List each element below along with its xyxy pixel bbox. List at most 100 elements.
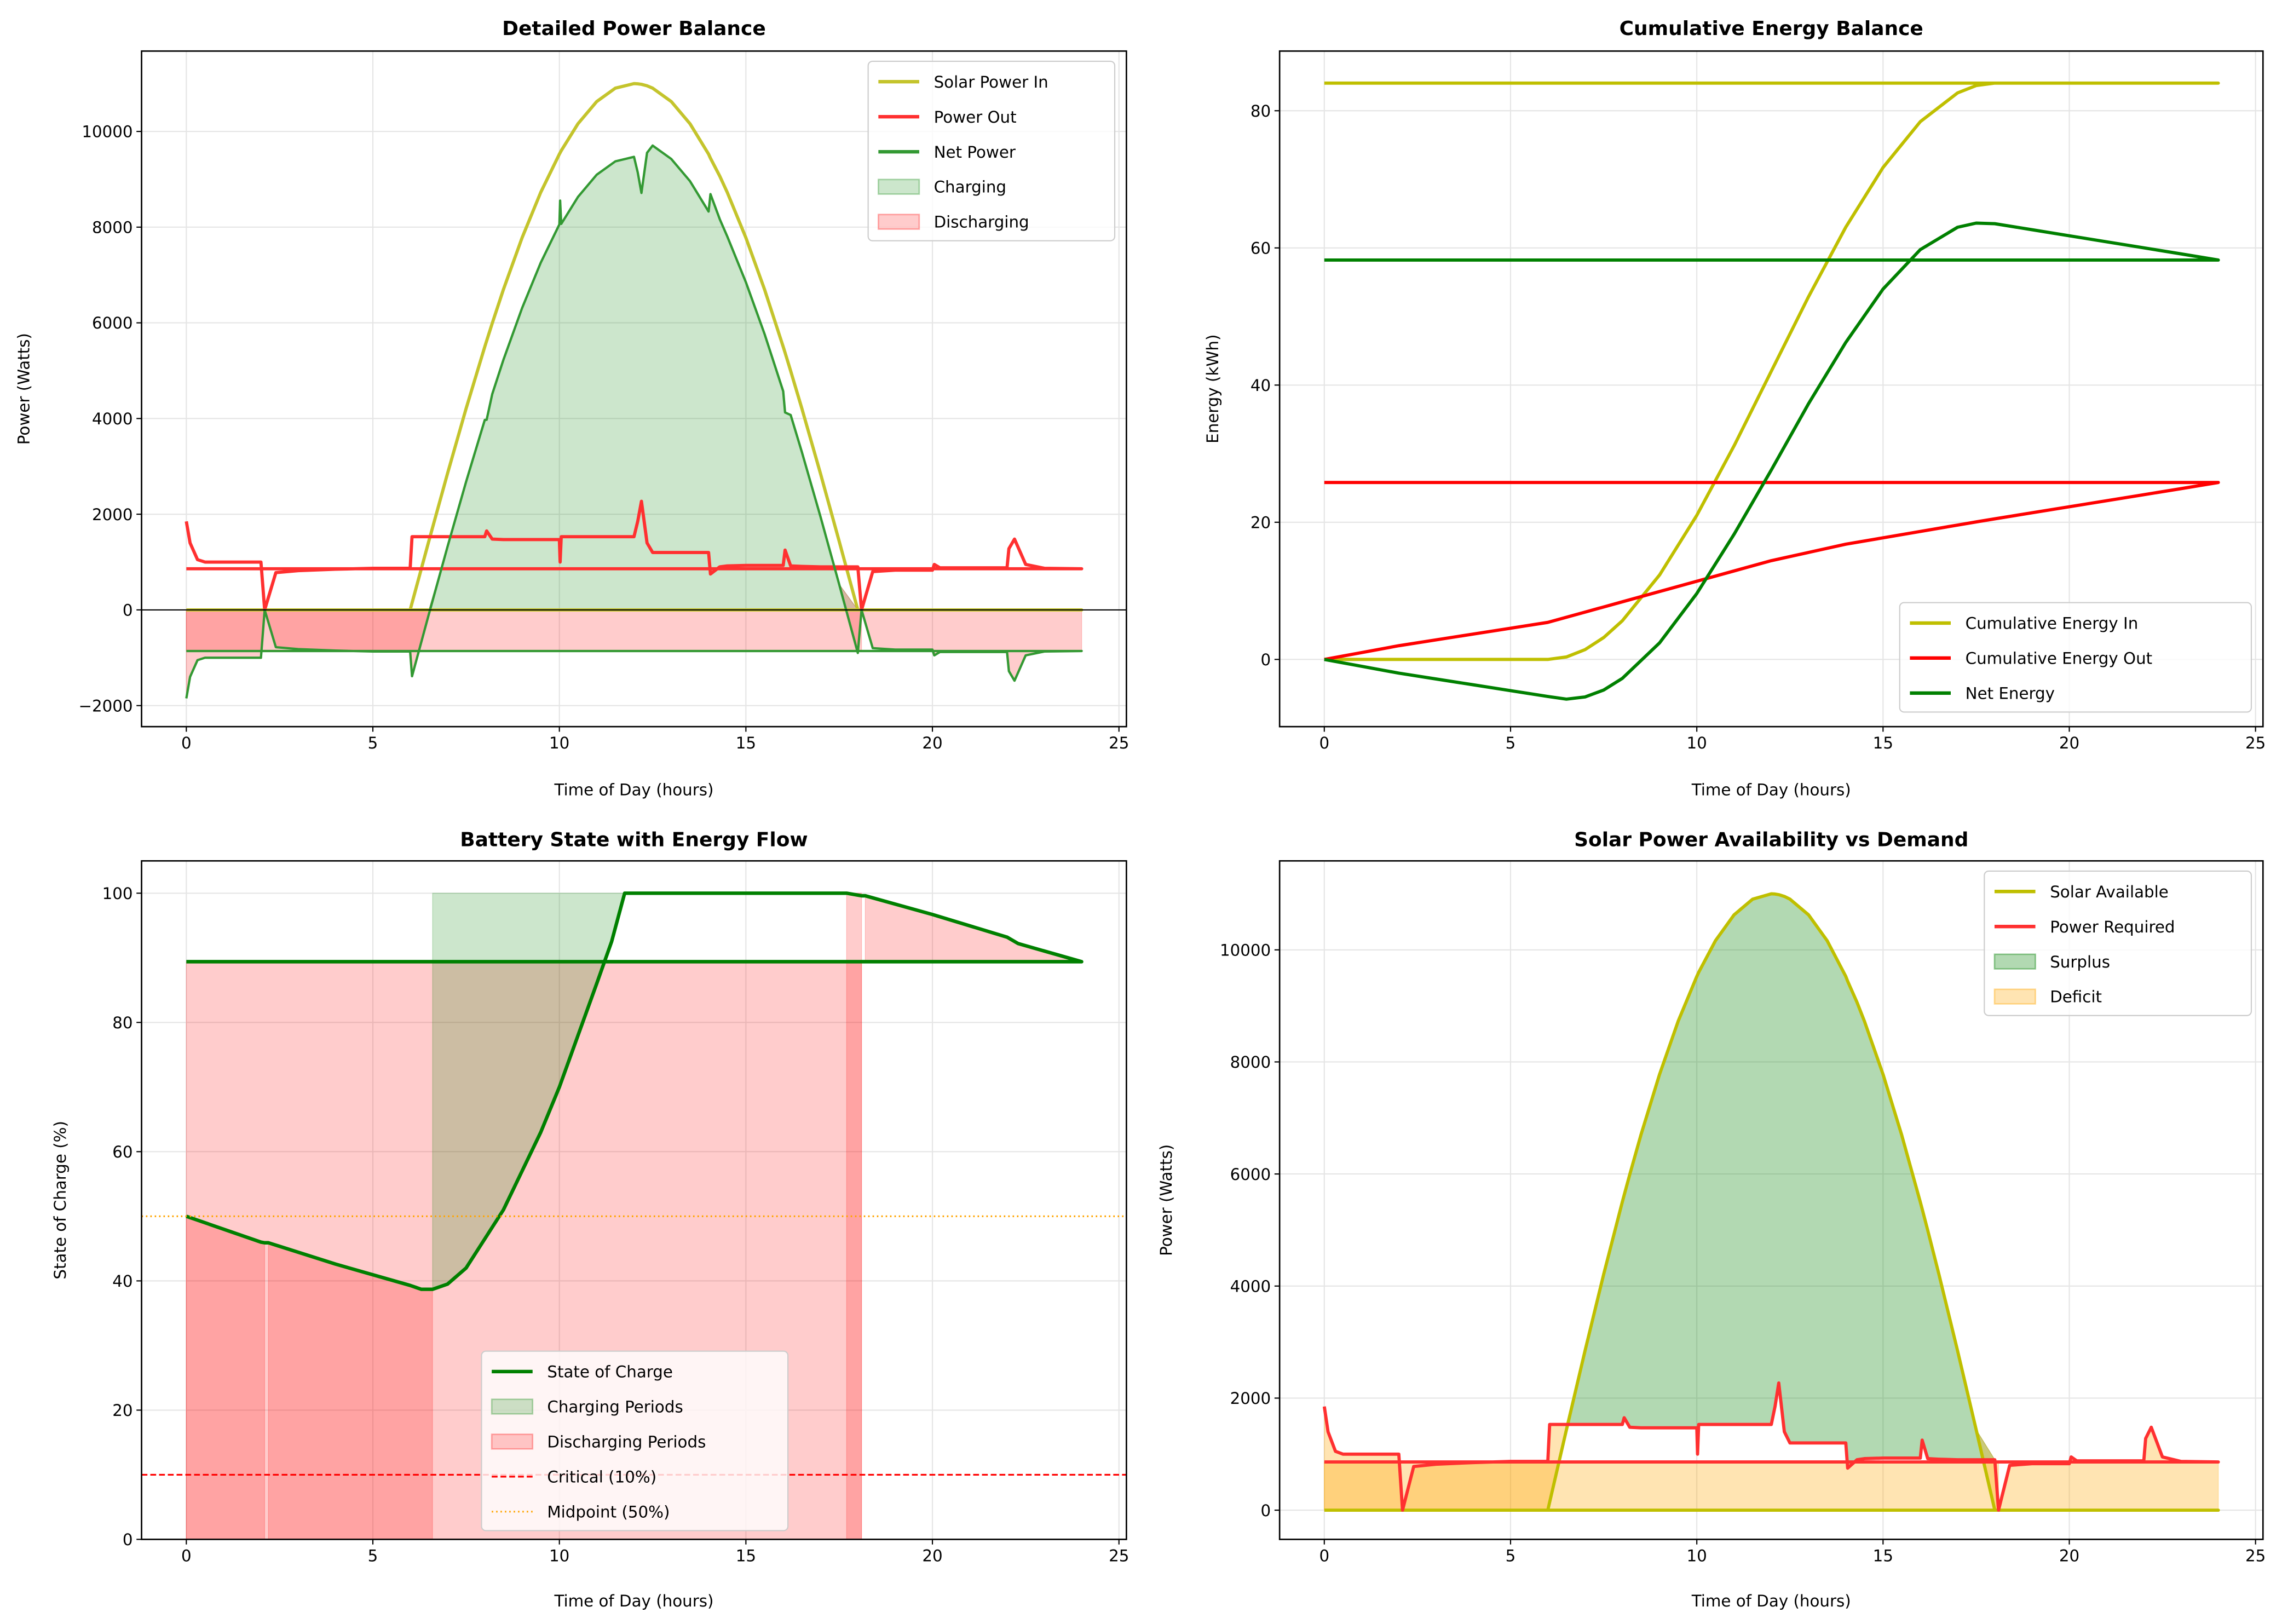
x-tick-label: 25 xyxy=(2245,734,2266,752)
y-tick-label: 2000 xyxy=(92,505,133,524)
legend-item: Net Power xyxy=(878,143,1016,162)
legend-item: Power Required xyxy=(1994,918,2175,936)
fill-discharging-periods xyxy=(186,1216,266,1540)
x-tick-label: 5 xyxy=(1506,734,1516,752)
axes-frame xyxy=(1278,860,2264,1540)
legend-label: Net Energy xyxy=(1966,684,2055,702)
plot-area xyxy=(1322,892,2220,1512)
x-tick-label: 25 xyxy=(2245,1546,2266,1565)
x-tick-label: 15 xyxy=(736,1546,756,1565)
series-line-out xyxy=(185,499,1084,612)
plot-area xyxy=(1324,81,2220,701)
x-tick-label: 20 xyxy=(2059,1546,2079,1565)
x-tick-label: 10 xyxy=(1687,734,1707,752)
legend-item: Discharging Periods xyxy=(491,1433,706,1452)
legend-label: Critical (10%) xyxy=(547,1468,656,1487)
y-tick-label: 8000 xyxy=(92,218,133,237)
legend-label: Discharging Periods xyxy=(547,1433,706,1452)
y-tick-label: 40 xyxy=(112,1272,132,1291)
battery-state-chart: 0 5 10 15 20 25 0 20 40 60 80 100 Battery State with… xyxy=(51,829,1129,1610)
legend-item: State of Charge xyxy=(492,1363,673,1381)
x-axis-label: Time of Day (hours) xyxy=(1691,780,1851,799)
series-line-ein xyxy=(1324,81,2220,661)
legend: State of Charge Charging Periods Dischargi… xyxy=(481,1350,789,1531)
x-tick-label: 20 xyxy=(922,1546,942,1565)
axes-frame xyxy=(1278,50,2264,728)
legend-label: Discharging xyxy=(934,213,1029,232)
x-tick-label: 25 xyxy=(1109,734,1129,752)
y-tick-label: 60 xyxy=(1251,239,1271,257)
legend-swatch xyxy=(491,1398,534,1415)
chart-title: Battery State with Energy Flow xyxy=(460,829,808,851)
series-line-soc xyxy=(186,891,1084,1291)
y-axis-label: State of Charge (%) xyxy=(51,1121,70,1280)
x-tick-label: 5 xyxy=(368,1546,378,1565)
axes-frame xyxy=(141,50,1127,728)
legend-swatch xyxy=(1993,953,2036,970)
solar-availability-vs-demand-chart: 0 5 10 15 20 25 0 2000 4000 6000 8000 10000 Solar Po… xyxy=(1157,829,2266,1610)
y-tick-label: −2000 xyxy=(78,696,132,715)
y-tick-label: 80 xyxy=(1251,102,1271,120)
x-tick-label: 10 xyxy=(1687,1546,1707,1565)
legend-box xyxy=(481,1350,789,1531)
x-axis-label: Time of Day (hours) xyxy=(554,780,713,799)
legend-label: Deficit xyxy=(2050,988,2102,1006)
legend-item: Charging xyxy=(877,178,1006,197)
x-tick-label: 5 xyxy=(368,734,378,752)
y-tick-label: 0 xyxy=(1261,650,1271,669)
y-tick-label: 40 xyxy=(1251,376,1271,395)
x-tick-label: 20 xyxy=(922,734,942,752)
x-tick-label: 10 xyxy=(549,734,569,752)
legend-swatch xyxy=(877,178,920,195)
legend-label: Cumulative Energy In xyxy=(1966,614,2139,633)
legend-item: Surplus xyxy=(1993,953,2110,971)
x-axis-label: Time of Day (hours) xyxy=(1691,1592,1851,1610)
legend-label: Solar Available xyxy=(2050,883,2169,901)
series-line-net xyxy=(185,144,1083,699)
legend-box xyxy=(867,60,1116,241)
y-tick-label: 6000 xyxy=(1230,1165,1271,1184)
legend-label: Net Power xyxy=(934,143,1016,162)
detailed-power-balance-chart: 0 5 10 15 20 25 −2000 0 2000 4000 6000 8000 10000 Det… xyxy=(14,18,1129,799)
legend-box xyxy=(1984,870,2252,1016)
x-tick-label: 5 xyxy=(1506,1546,1516,1565)
legend-item: Deficit xyxy=(1993,988,2102,1006)
fill-discharging-periods xyxy=(268,1242,433,1540)
x-tick-label: 0 xyxy=(181,1546,192,1565)
axes-frame xyxy=(141,860,1127,1540)
chart-title: Detailed Power Balance xyxy=(502,18,766,40)
legend-item: Charging Periods xyxy=(491,1398,683,1416)
legend-label: Midpoint (50%) xyxy=(547,1502,670,1521)
fill-discharging xyxy=(186,609,862,652)
x-tick-label: 0 xyxy=(181,734,192,752)
legend-label: Charging xyxy=(934,178,1006,197)
x-tick-label: 25 xyxy=(1109,1546,1129,1565)
legend-label: Cumulative Energy Out xyxy=(1966,649,2153,668)
y-axis-label: Power (Watts) xyxy=(14,333,33,445)
legend-box xyxy=(1899,602,2252,713)
legend: Solar Available Power Required Surplus Defi… xyxy=(1984,870,2252,1016)
y-tick-label: 4000 xyxy=(92,410,133,428)
fill-discharging-periods xyxy=(846,892,862,1540)
legend-item: Solar Available xyxy=(1994,883,2169,901)
x-tick-label: 15 xyxy=(1873,1546,1893,1565)
legend-item: Net Energy xyxy=(1910,684,2055,702)
legend-item: Critical (10%) xyxy=(492,1468,656,1487)
y-tick-label: 2000 xyxy=(1230,1389,1271,1408)
y-tick-label: 60 xyxy=(112,1143,132,1161)
legend-item: Discharging xyxy=(877,213,1029,232)
legend: Cumulative Energy In Cumulative Energy Ou… xyxy=(1899,602,2252,713)
y-tick-label: 10000 xyxy=(1220,941,1271,959)
x-tick-label: 15 xyxy=(1873,734,1893,752)
chart-title: Cumulative Energy Balance xyxy=(1620,18,1923,40)
legend-swatch xyxy=(877,214,920,230)
legend-label: State of Charge xyxy=(547,1363,673,1381)
legend-label: Power Out xyxy=(934,108,1017,126)
series-line-solar xyxy=(1324,892,2220,1512)
legend-item: Cumulative Energy In xyxy=(1910,614,2138,633)
x-tick-label: 15 xyxy=(736,734,756,752)
legend-item: Midpoint (50%) xyxy=(492,1502,670,1521)
y-axis-label: Energy (kWh) xyxy=(1203,335,1222,444)
legend-label: Charging Periods xyxy=(547,1398,683,1416)
